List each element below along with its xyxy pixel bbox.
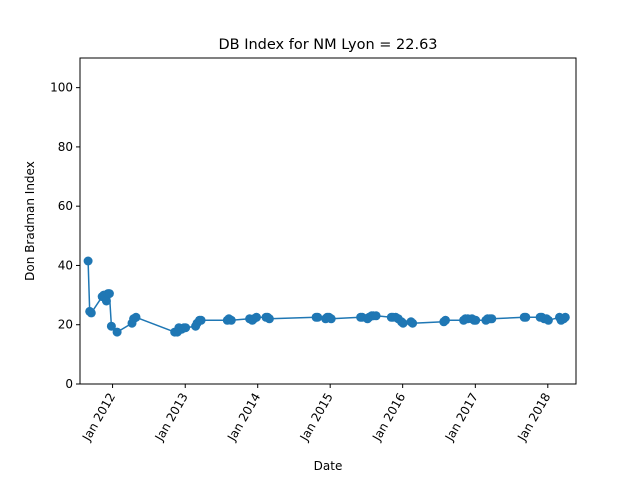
data-point: [112, 327, 122, 337]
data-point: [398, 318, 408, 328]
data-point: [543, 315, 553, 325]
data-point: [181, 323, 191, 333]
data-point: [252, 312, 261, 322]
data-point: [326, 314, 336, 324]
y-tick-label: 0: [65, 377, 73, 391]
y-tick-label: 80: [58, 140, 73, 154]
data-point: [560, 312, 570, 322]
data-point: [86, 308, 96, 318]
data-point: [408, 318, 418, 328]
y-tick-label: 40: [58, 258, 73, 272]
series-layer: [83, 256, 570, 337]
data-point: [131, 312, 141, 322]
y-axis: 0 20 40 60 80 100: [50, 81, 80, 391]
data-point: [101, 296, 111, 306]
data-point: [371, 311, 381, 321]
data-point: [487, 314, 497, 324]
x-axis-label: Date: [314, 459, 343, 473]
y-tick-label: 100: [50, 81, 73, 95]
data-point: [521, 312, 531, 322]
chart-title: DB Index for NM Lyon = 22.63: [218, 37, 437, 53]
y-tick-label: 60: [58, 199, 73, 213]
data-point: [83, 256, 93, 266]
data-point: [264, 314, 274, 324]
data-point: [471, 315, 481, 325]
data-point: [441, 315, 450, 325]
data-point: [104, 289, 114, 299]
y-axis-label: Don Bradman Index: [23, 161, 37, 281]
data-point: [313, 312, 323, 322]
y-tick-label: 20: [58, 318, 73, 332]
data-point: [106, 321, 116, 331]
plot-area: [79, 57, 577, 385]
axes-frame: [79, 57, 577, 385]
data-point: [196, 315, 206, 325]
data-point: [226, 315, 236, 325]
